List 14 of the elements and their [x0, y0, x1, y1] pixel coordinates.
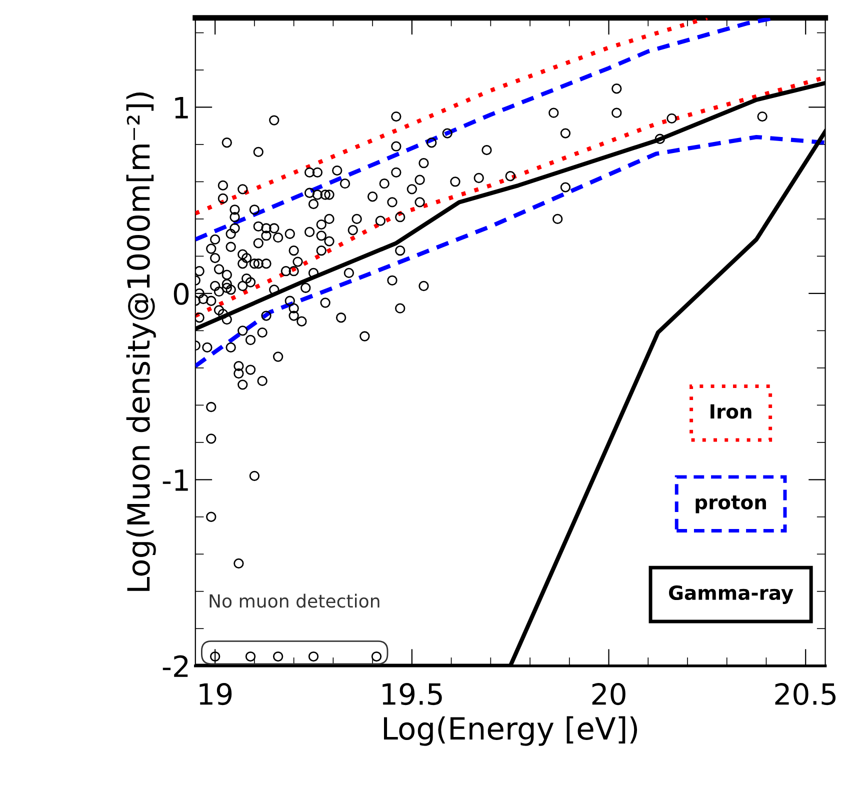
x-tick-label: 20.5 — [775, 683, 836, 706]
y-tick-label: 1 — [175, 97, 188, 118]
x-tick-label: 20 — [592, 683, 626, 706]
x-axis-title: Log(Energy [eV]) — [384, 716, 638, 746]
x-tick-label: 19.5 — [382, 683, 442, 706]
x-tick-label: 19 — [200, 683, 232, 706]
y-axis-title: Log(Muon density@1000m[m⁻²]) — [126, 92, 156, 591]
text: Iron — [710, 404, 752, 419]
y-tick-label: -2 — [162, 655, 188, 677]
legend-label: Gamma-ray — [668, 585, 794, 604]
text: proton — [696, 496, 766, 514]
y-tick-label: -1 — [162, 469, 188, 491]
annotation: No muon detection — [210, 594, 380, 608]
y-tick-label: 0 — [174, 282, 189, 305]
